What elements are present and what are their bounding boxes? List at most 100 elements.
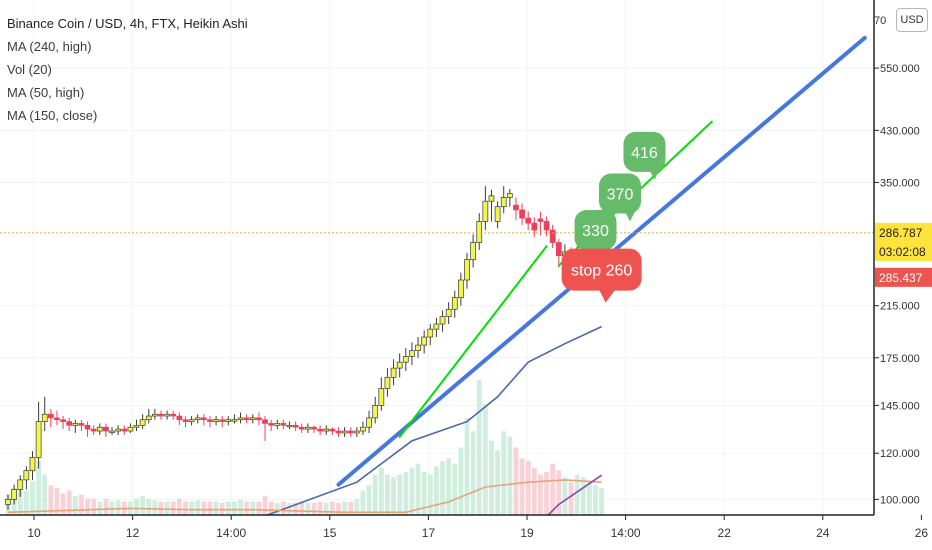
volume-bar-95 xyxy=(587,481,592,515)
volume-bar-36 xyxy=(225,501,231,515)
volume-bar-51 xyxy=(317,501,323,515)
candle-body-66 xyxy=(409,350,415,357)
volume-bar-9 xyxy=(60,493,66,515)
volume-bar-30 xyxy=(189,501,194,515)
candle-body-39 xyxy=(243,417,250,421)
volume-bar-54 xyxy=(336,502,341,515)
volume-bar-70 xyxy=(434,466,439,515)
candle-body-86 xyxy=(531,222,538,231)
legend-ma-50[interactable]: MA (50, high) xyxy=(7,85,85,100)
volume-bar-10 xyxy=(66,490,72,515)
volume-bar-81 xyxy=(501,431,507,515)
volume-bar-15 xyxy=(97,501,103,515)
annotation-0[interactable]: 416 xyxy=(623,131,666,180)
legend-ma-150[interactable]: MA (150, close) xyxy=(7,108,98,123)
candle-body-87 xyxy=(537,218,544,222)
annotation-1[interactable]: 370 xyxy=(599,173,641,222)
candle-body-51 xyxy=(317,428,323,432)
annotation-text-0: 416 xyxy=(631,145,658,162)
trendline-1 xyxy=(398,245,548,438)
volume-bar-6 xyxy=(42,474,48,515)
volume-bar-46 xyxy=(287,502,292,515)
candle-body-62 xyxy=(384,376,391,389)
candle-body-48 xyxy=(298,426,305,430)
legend-ma-240[interactable]: MA (240, high) xyxy=(7,39,92,54)
candle-body-72 xyxy=(445,308,452,317)
candle-body-14 xyxy=(90,428,97,432)
volume-bar-22 xyxy=(140,496,146,515)
price-tick-label-4: 215.000 xyxy=(880,301,920,313)
candle-body-47 xyxy=(292,424,299,428)
candle-body-29 xyxy=(182,419,189,422)
candle-body-75 xyxy=(464,259,470,281)
time-tick-label-2: 14:00 xyxy=(216,526,246,540)
candle-body-46 xyxy=(286,424,293,428)
annotation-text-3: stop 260 xyxy=(571,263,632,280)
candle-body-88 xyxy=(543,221,550,231)
volume-bar-18 xyxy=(115,500,121,515)
candle-body-20 xyxy=(127,426,134,432)
price-tag-bg-0 xyxy=(875,222,932,242)
legend-symbol[interactable]: Binance Coin / USD, 4h, FTX, Heikin Ashi xyxy=(7,16,248,31)
volume-bar-5 xyxy=(36,461,41,515)
annotation-text-1: 370 xyxy=(607,187,634,204)
candle-body-2 xyxy=(17,479,24,490)
volume-bar-87 xyxy=(538,474,543,515)
volume-bar-68 xyxy=(421,471,427,515)
volume-bar-60 xyxy=(372,474,378,515)
candle-body-70 xyxy=(433,323,440,330)
price-tag-bg-2 xyxy=(875,267,932,287)
volume-bar-53 xyxy=(329,501,335,515)
candle-body-77 xyxy=(476,221,483,243)
volume-bar-74 xyxy=(458,447,464,515)
candle-body-52 xyxy=(323,428,330,432)
volume-bar-7 xyxy=(48,485,54,515)
annotation-bubble-3 xyxy=(561,248,642,291)
volume-bar-33 xyxy=(207,501,213,515)
volume-bar-14 xyxy=(91,498,97,515)
candle-body-57 xyxy=(353,430,360,434)
volume-bar-83 xyxy=(513,447,519,515)
volume-bar-48 xyxy=(299,501,305,515)
price-tick-label-6: 430.000 xyxy=(880,125,920,137)
candle-body-13 xyxy=(84,424,91,430)
annotation-3[interactable]: stop 260 xyxy=(561,248,642,303)
volume-bar-71 xyxy=(440,461,445,515)
candle-body-21 xyxy=(133,424,140,428)
volume-bar-34 xyxy=(213,501,219,515)
volume-bar-50 xyxy=(311,502,317,515)
candle-body-1 xyxy=(11,489,17,500)
volume-bar-59 xyxy=(366,485,372,515)
price-tag-label-2: 285.437 xyxy=(879,271,923,285)
volume-bar-91 xyxy=(562,477,568,515)
candle-body-31 xyxy=(194,417,201,421)
volume-bar-26 xyxy=(164,501,170,515)
legend-volume[interactable]: Vol (20) xyxy=(7,62,52,77)
annotation-tail-3 xyxy=(597,286,618,303)
candle-body-82 xyxy=(506,193,513,198)
volume-bar-37 xyxy=(232,501,237,515)
annotations[interactable]: 416 370 330 stop 260 xyxy=(561,131,666,303)
candle-body-58 xyxy=(360,426,366,432)
candle-body-80 xyxy=(494,206,501,222)
chart-legend: Binance Coin / USD, 4h, FTX, Heikin Ashi… xyxy=(7,12,248,127)
volume-bar-93 xyxy=(574,474,580,515)
volume-bar-12 xyxy=(79,494,84,515)
volume-bar-21 xyxy=(134,498,139,515)
annotation-text-2: 330 xyxy=(582,223,609,240)
candle-body-65 xyxy=(402,356,409,363)
candle-body-89 xyxy=(549,229,556,243)
volume-bar-58 xyxy=(360,490,366,515)
candle-body-10 xyxy=(66,421,73,426)
price-tag-bg-1 xyxy=(875,241,932,261)
volume-bar-44 xyxy=(274,502,280,515)
annotation-2[interactable]: 330 xyxy=(574,210,617,259)
volume-bar-47 xyxy=(293,502,299,515)
candle-body-6 xyxy=(41,413,48,422)
volume-bar-92 xyxy=(568,482,574,515)
candle-body-24 xyxy=(152,413,158,417)
time-axis-background xyxy=(0,515,932,550)
currency-badge[interactable]: USD xyxy=(896,8,928,32)
